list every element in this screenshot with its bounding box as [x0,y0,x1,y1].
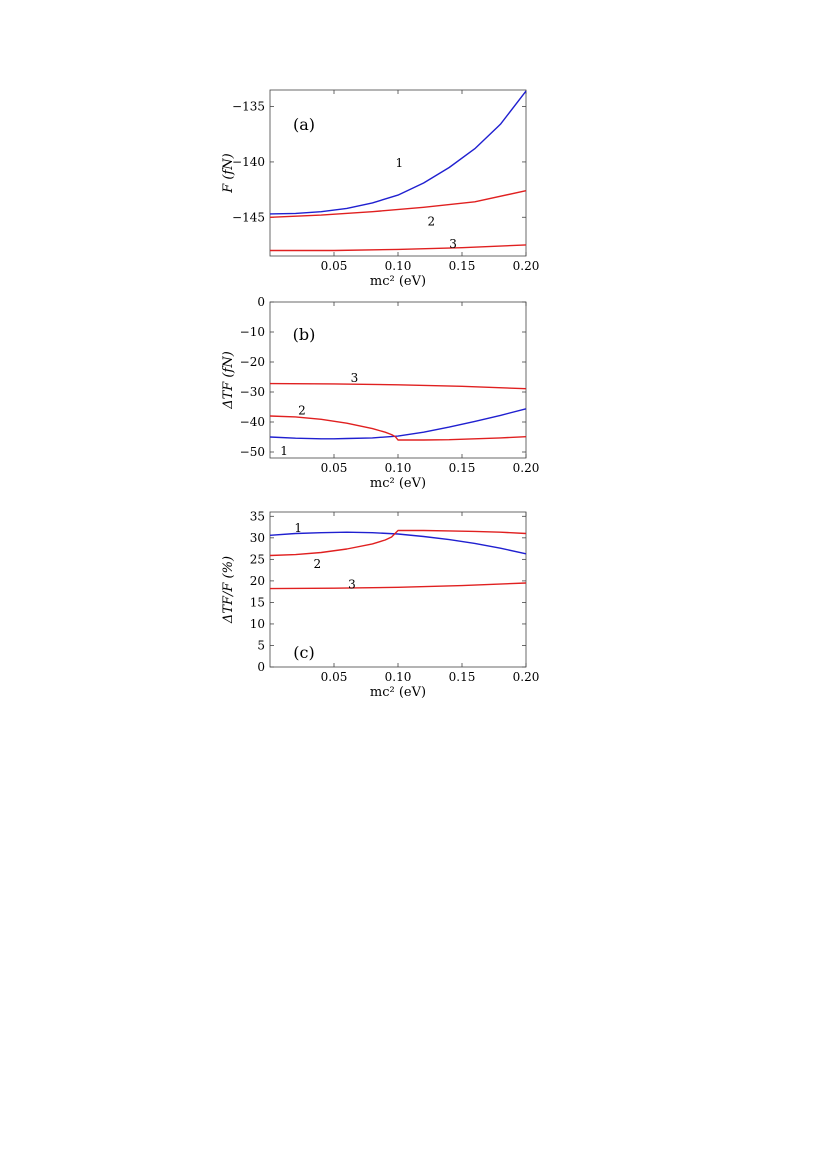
panel-label: (b) [293,325,316,344]
x-tick-label: 0.10 [385,259,412,273]
y-tick-label: 15 [250,595,265,609]
y-tick-label: −40 [240,415,265,429]
series-line-1 [269,531,527,555]
panel-1: 0.05 0.10 0.15 0.20 −135 −140 −145 mc² (eV) F (f… [221,89,540,289]
y-tick-label: −30 [240,385,265,399]
y-tick-label: 35 [250,509,265,523]
y-tick-label: 30 [250,531,265,545]
curve-label-1: 1 [280,444,288,458]
x-tick-label: 0.15 [449,461,476,475]
x-tick-label: 0.05 [321,461,348,475]
y-tick-label: 5 [257,638,265,652]
panel-2: 0.05 0.10 0.15 0.20 0 −10 −20 −30 −40 −50 mc² (eV)… [221,295,539,491]
x-tick-label: 0.20 [513,670,540,684]
x-tick-label: 0.20 [513,259,540,273]
y-axis-label: ΔTF/F (%) [221,556,236,624]
x-axis-label: mc² (eV) [370,685,426,700]
y-axis-label: ΔTF (fN) [221,351,236,410]
x-tick-label: 0.05 [321,670,348,684]
panel-label: (a) [293,115,315,134]
x-tick-label: 0.15 [449,259,476,273]
y-tick-label: 25 [250,552,265,566]
curve-label-3: 3 [351,371,359,385]
y-tick-label: 0 [257,660,265,674]
x-tick-label: 0.15 [449,670,476,684]
x-tick-label: 0.10 [385,461,412,475]
series-line-1 [269,408,527,440]
y-tick-label: −140 [232,155,265,169]
curve-label-2: 2 [298,404,306,418]
series-line-3 [270,244,527,252]
panel-label: (c) [293,643,314,662]
series-line-2 [269,529,527,557]
series-line-2 [269,190,527,218]
series-line-3 [269,582,527,590]
x-tick-label: 0.20 [513,461,540,475]
series-line-1 [269,90,527,215]
curve-label-2: 2 [314,557,322,571]
series-line-3 [269,382,527,390]
y-tick-label: −20 [240,355,265,369]
y-tick-label: 20 [250,574,265,588]
y-tick-label: 10 [250,617,265,631]
curve-label-3: 3 [348,577,356,591]
x-tick-label: 0.10 [385,670,412,684]
panel-3: 0.05 0.10 0.15 0.20 0 5 10 15 20 25 30 35 mc² (eV) ΔT… [221,509,539,700]
y-tick-label: 0 [257,295,265,309]
curve-label-1: 1 [395,156,403,170]
y-tick-label: −145 [232,210,265,224]
y-tick-label: −135 [232,100,265,114]
y-tick-label: −50 [240,445,265,459]
y-axis-label: F (fN) [221,153,236,193]
x-axis-label: mc² (eV) [370,476,426,491]
curve-label-3: 3 [449,237,457,251]
y-tick-label: −10 [240,325,265,339]
curve-label-1: 1 [294,521,302,535]
series-line-2 [269,415,527,441]
x-axis-label: mc² (eV) [370,274,426,289]
x-tick-label: 0.05 [321,259,348,273]
curve-label-2: 2 [427,215,435,229]
